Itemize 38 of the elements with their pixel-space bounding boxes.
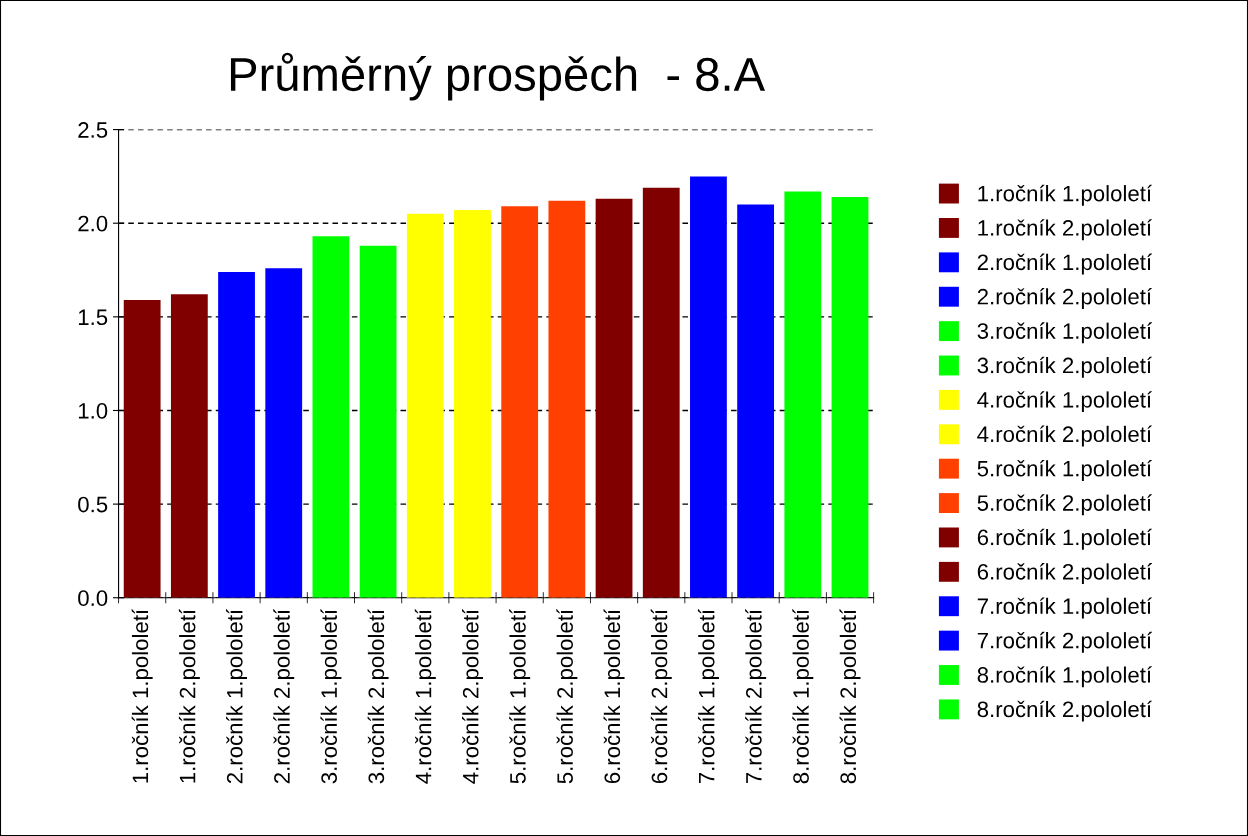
- legend-label: 7.ročník 2.pololetí: [977, 631, 1152, 653]
- y-tick-label: 0.5: [78, 496, 108, 513]
- x-tick-label: 3.ročník 2.pololetí: [367, 608, 389, 784]
- y-tick-label: 2.0: [78, 215, 108, 232]
- x-tick-label: 8.ročník 1.pololetí: [792, 608, 814, 784]
- x-tick-label: 4.ročník 2.pololetí: [462, 608, 483, 784]
- y-tick-label: 1.0: [78, 403, 108, 419]
- x-tick-label: 5.ročník 1.pololetí: [509, 608, 531, 784]
- x-tick-label: 2.ročník 1.pololetí: [226, 608, 248, 784]
- x-tick-label: 6.ročník 2.pololetí: [650, 608, 672, 784]
- y-tick-label: 2.5: [78, 122, 108, 138]
- x-tick-label: 3.ročník 1.pololetí: [320, 608, 342, 784]
- x-tick-label: 1.ročník 2.pololetí: [178, 608, 200, 783]
- legend-label: 3.ročník 2.pololetí: [977, 356, 1152, 378]
- legend-label: 3.ročník 1.pololetí: [977, 322, 1152, 344]
- x-tick-label: 6.ročník 1.pololetí: [603, 608, 625, 784]
- y-tick-label: 1.5: [78, 309, 108, 326]
- legend-label: 1.ročník 1.pololetí: [978, 184, 1152, 206]
- legend-label: 5.ročník 2.pololetí: [977, 494, 1152, 516]
- x-tick-label: 5.ročník 2.pololetí: [556, 608, 578, 784]
- x-tick-label: 1.ročník 1.pololetí: [131, 608, 153, 783]
- x-tick-label: 8.ročník 2.pololetí: [839, 608, 861, 784]
- legend-label: 4.ročník 1.pololetí: [977, 391, 1152, 413]
- legend-label: 1.ročník 2.pololetí: [978, 219, 1152, 241]
- legend-label: 6.ročník 1.pololetí: [977, 528, 1152, 550]
- x-tick-label: 4.ročník 1.pololetí: [414, 608, 436, 784]
- legend-label: 8.ročník 1.pololetí: [977, 666, 1152, 688]
- legend-label: 6.ročník 2.pololetí: [977, 563, 1152, 585]
- legend-label: 2.ročník 2.pololetí: [977, 287, 1152, 309]
- legend-label: 8.ročník 2.pololetí: [977, 700, 1152, 722]
- legend-label: 4.ročník 2.pololetí: [977, 425, 1152, 447]
- x-tick-label: 2.ročník 2.pololetí: [273, 608, 295, 784]
- legend-label: 2.ročník 1.pololetí: [977, 253, 1152, 275]
- x-tick-label: 7.ročník 1.pololetí: [697, 608, 719, 784]
- x-tick-label: 7.ročník 2.pololetí: [745, 608, 767, 784]
- chart-title: Průměrný prospěch - 8.A: [230, 52, 766, 101]
- y-tick-label: 0.0: [78, 590, 108, 607]
- legend-label: 5.ročník 1.pololetí: [977, 459, 1152, 481]
